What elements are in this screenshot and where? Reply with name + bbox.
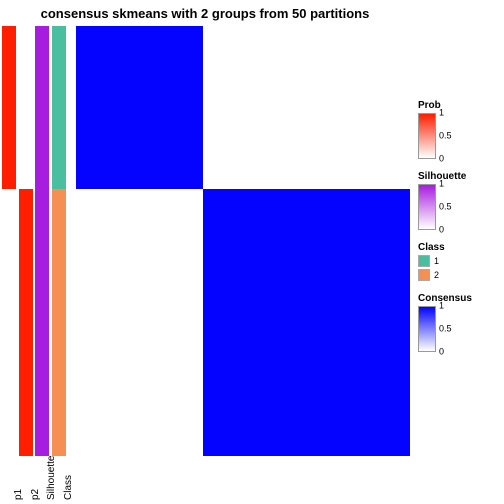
legend-tick: 0.5: [439, 325, 452, 334]
plot-area: [2, 26, 410, 456]
legend-tick: 1: [439, 109, 444, 118]
legend-prob: Prob 10.50: [418, 100, 500, 159]
legend-ticks: 10.50: [439, 306, 469, 352]
legends-panel: Prob10.50Silhouette10.50Class12Consensus…: [418, 100, 500, 364]
legend-gradient-row: 10.50: [418, 113, 500, 159]
anno-seg: [19, 189, 33, 456]
heatmap-cell: [203, 26, 410, 189]
legend-consensus: Consensus 10.50: [418, 293, 500, 352]
legend-tick: 0: [439, 155, 444, 164]
anno-seg: [52, 189, 66, 456]
x-axis-labels: p1 p2 Silhouette Class: [2, 458, 410, 502]
consensus-heatmap: [76, 26, 411, 456]
legend-title: Silhouette: [418, 171, 500, 182]
anno-col-silhouette: [35, 26, 49, 456]
anno-col-p2: [19, 26, 33, 456]
legend-gradient-row: 10.50: [418, 184, 500, 230]
heatmap-cell: [76, 189, 203, 456]
legend-tick: 0.5: [439, 203, 452, 212]
page-title: consensus skmeans with 2 groups from 50 …: [0, 6, 410, 21]
legend-tick: 1: [439, 302, 444, 311]
legend-item: 2: [418, 269, 500, 281]
legend-swatch: [418, 255, 430, 267]
legend-title: Prob: [418, 100, 500, 111]
legend-gradient: [418, 184, 436, 230]
legend-tick: 0: [439, 226, 444, 235]
anno-seg: [2, 189, 16, 456]
legend-ticks: 10.50: [439, 113, 469, 159]
legend-item-label: 2: [434, 270, 439, 280]
x-label-p1: p1: [13, 489, 24, 500]
legend-tick: 1: [439, 180, 444, 189]
legend-ticks: 10.50: [439, 184, 469, 230]
anno-col-class: [52, 26, 66, 456]
x-label-silhouette: Silhouette: [46, 456, 57, 500]
legend-gradient: [418, 306, 436, 352]
legend-tick: 0: [439, 348, 444, 357]
heatmap-cell: [76, 26, 203, 189]
legend-title: Consensus: [418, 293, 500, 304]
anno-seg: [35, 26, 49, 456]
legend-class: Class 1 2: [418, 242, 500, 281]
legend-silhouette: Silhouette 10.50: [418, 171, 500, 230]
legend-tick: 0.5: [439, 132, 452, 141]
legend-gradient-row: 10.50: [418, 306, 500, 352]
x-label-class: Class: [63, 475, 74, 500]
anno-col-p1: [2, 26, 16, 456]
legend-swatch: [418, 269, 430, 281]
legend-title: Class: [418, 242, 500, 253]
heatmap-row: [76, 26, 411, 189]
anno-seg: [19, 26, 33, 189]
heatmap-row: [76, 189, 411, 456]
heatmap-cell: [203, 189, 410, 456]
legend-item: 1: [418, 255, 500, 267]
legend-item-label: 1: [434, 256, 439, 266]
anno-seg: [2, 26, 16, 189]
legend-gradient: [418, 113, 436, 159]
x-label-p2: p2: [30, 489, 41, 500]
anno-seg: [52, 26, 66, 189]
